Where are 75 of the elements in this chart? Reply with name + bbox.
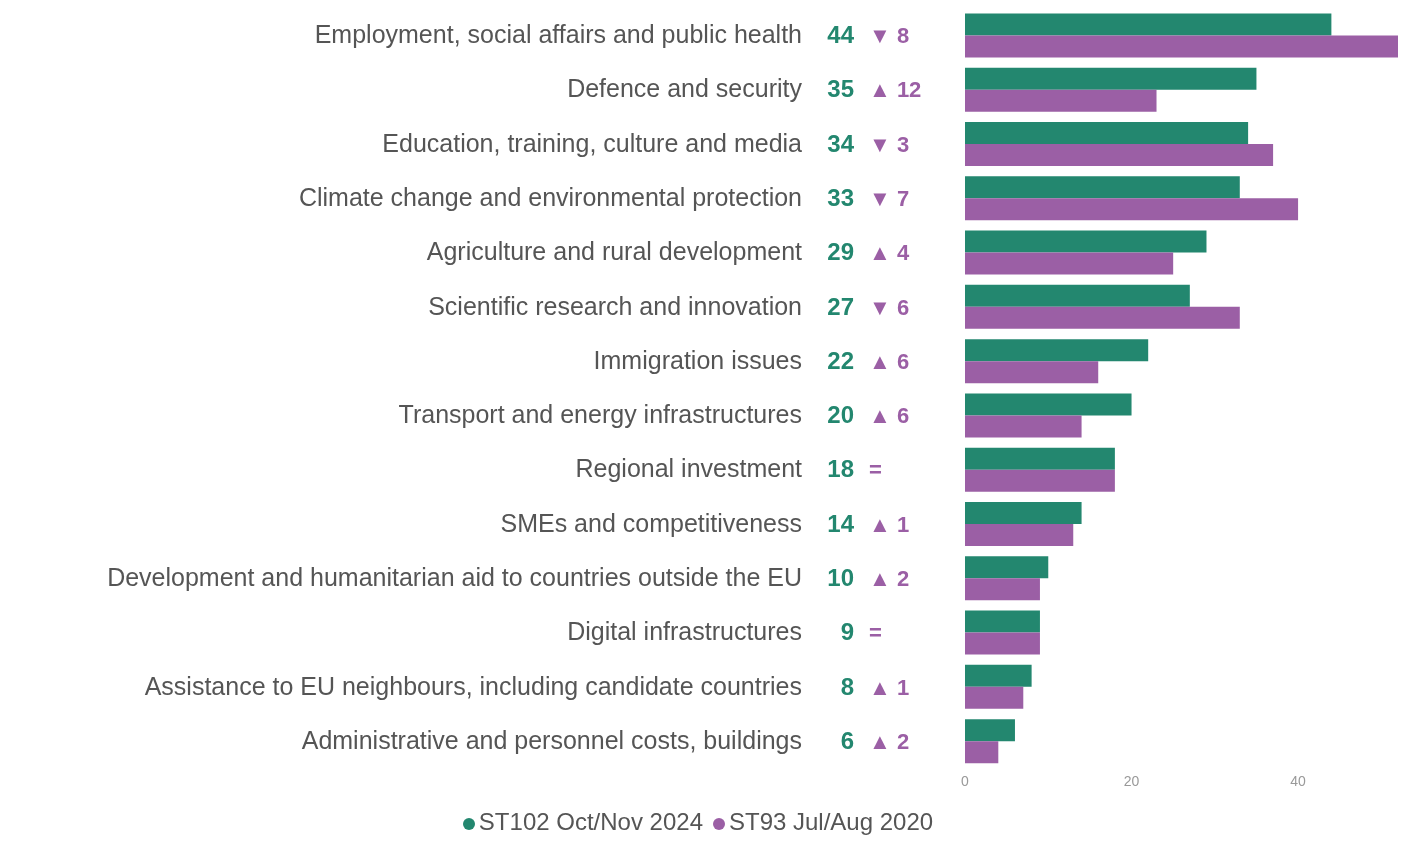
data-label: 27 — [827, 292, 854, 320]
bar — [965, 664, 1032, 687]
data-label: 8 — [840, 672, 854, 700]
y-tick-label: Regional investment — [575, 454, 803, 483]
y-tick-label: Digital infrastructures — [567, 617, 802, 646]
text: ▼ 6 — [869, 294, 910, 320]
bar — [965, 35, 1398, 58]
bar — [965, 686, 1024, 709]
bar — [965, 469, 1115, 492]
data-label: 22 — [827, 346, 854, 374]
text: ▲ 2 — [869, 728, 910, 754]
bar — [965, 578, 1040, 601]
text: ▼ 7 — [869, 186, 910, 211]
bar — [965, 556, 1049, 579]
text: ▲ 2 — [869, 566, 910, 591]
bar — [965, 610, 1040, 633]
data-label: 18 — [827, 455, 854, 483]
bar — [965, 284, 1190, 307]
text: = — [869, 620, 882, 646]
data-label: 34 — [827, 129, 855, 157]
bar — [965, 144, 1274, 166]
data-label: 9 — [840, 618, 854, 646]
y-tick-label: Education, training, culture and media — [382, 128, 803, 157]
legend-label: ST102 Oct/Nov 2024 — [478, 808, 703, 835]
data-label: 33 — [827, 184, 854, 211]
bar — [965, 339, 1149, 362]
y-tick-label: Climate change and environmental protection — [298, 183, 802, 211]
legend-label: ST93 Jul/Aug 2020 — [728, 808, 934, 835]
text: ▲ 1 — [869, 511, 910, 537]
bar — [965, 415, 1082, 438]
x-tick-label: 20 — [1123, 772, 1140, 789]
y-tick-label: Defence and security — [567, 74, 803, 103]
text: ▲ 6 — [869, 403, 910, 429]
bar — [965, 230, 1207, 253]
bar — [965, 122, 1249, 144]
bar — [965, 198, 1299, 221]
bar — [965, 447, 1115, 470]
text: ▼ 8 — [869, 23, 910, 49]
y-tick-label: Employment, social affairs and public health — [314, 20, 802, 49]
bar — [965, 393, 1132, 416]
y-tick-label: SMEs and competitiveness — [500, 508, 802, 537]
x-tick-label: 40 — [1290, 772, 1307, 789]
data-label: 14 — [827, 509, 855, 537]
y-tick-label: Scientific research and innovation — [428, 291, 802, 320]
x-tick-label: 0 — [961, 772, 970, 789]
data-label: 10 — [827, 564, 854, 591]
text: ▲ 1 — [869, 674, 910, 700]
y-tick-label: Development and humanitarian aid to countries outside the EU — [107, 563, 802, 591]
y-tick-label: Transport and energy infrastructures — [398, 400, 802, 429]
text: ▼ 3 — [869, 131, 910, 157]
text: ▲ 6 — [869, 348, 910, 374]
y-tick-label: Immigration issues — [593, 345, 802, 374]
bar — [965, 632, 1040, 655]
bar — [965, 741, 999, 764]
bar — [965, 361, 1099, 384]
y-tick-label: Agriculture and rural development — [426, 237, 803, 266]
text: ▲ 12 — [869, 77, 922, 103]
bar — [965, 13, 1332, 36]
bar — [965, 176, 1240, 199]
bar — [965, 524, 1074, 546]
bar — [965, 89, 1157, 112]
text: ▲ 4 — [869, 240, 910, 266]
bar — [965, 502, 1082, 524]
y-tick-label: Administrative and personnel costs, buildings — [301, 725, 802, 754]
bar — [965, 252, 1174, 275]
bar — [965, 67, 1257, 90]
data-label: 35 — [827, 75, 854, 103]
y-tick-label: Assistance to EU neighbours, including candidate countries — [144, 671, 802, 700]
bar — [965, 719, 1015, 742]
bar — [965, 306, 1240, 329]
data-label: 29 — [827, 238, 854, 266]
data-label: 6 — [840, 726, 854, 754]
text: = — [869, 457, 882, 483]
data-label: 20 — [827, 401, 854, 429]
data-label: 44 — [827, 21, 855, 49]
